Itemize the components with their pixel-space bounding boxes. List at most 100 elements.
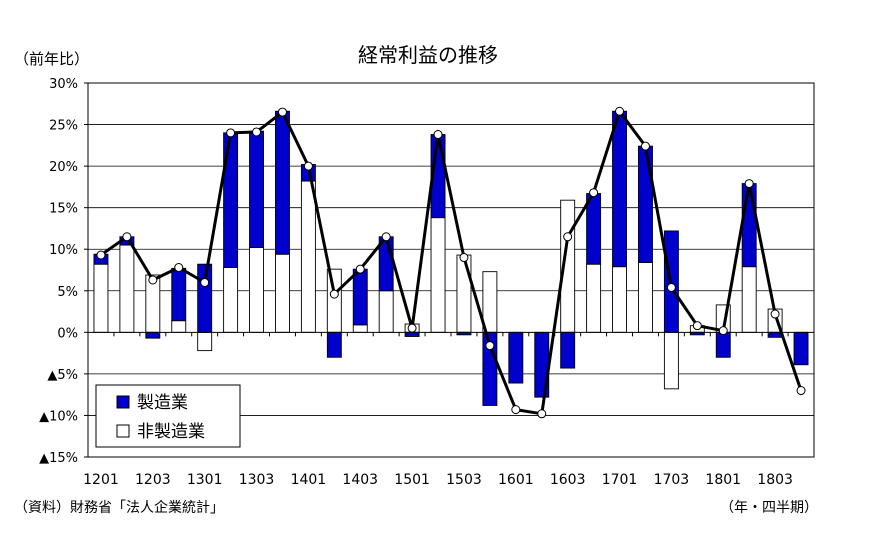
- total-point: [329, 289, 339, 299]
- total-point: [718, 326, 728, 336]
- bar-manufacturing: [171, 267, 187, 322]
- total-point: [744, 179, 754, 189]
- y-tick-label: 25%: [49, 119, 78, 134]
- x-tick-label: 1701: [602, 472, 638, 488]
- grid-lines: [88, 124, 814, 416]
- bar-manufacturing: [612, 110, 627, 268]
- total-point: [96, 250, 106, 260]
- total-line: [100, 109, 803, 416]
- bar-manufacturing: [249, 130, 264, 249]
- total-point: [563, 232, 573, 242]
- total-point: [407, 323, 417, 333]
- bar-manufacturing: [715, 331, 731, 358]
- bar-non-manufacturing: [326, 268, 342, 333]
- legend: 製造業 非製造業: [95, 384, 241, 448]
- total-point: [770, 309, 780, 319]
- bar-non-manufacturing: [197, 331, 213, 352]
- bar-manufacturing: [793, 331, 809, 366]
- total-point: [589, 188, 599, 198]
- x-tick-label: 1601: [498, 472, 534, 488]
- bar-non-manufacturing: [586, 263, 602, 333]
- total-point: [485, 341, 495, 351]
- x-axis-label: （年・四半期）: [720, 500, 818, 516]
- y-tick-label: 30%: [49, 77, 78, 92]
- bar-non-manufacturing: [378, 290, 394, 333]
- y-tick-label: 5%: [57, 285, 78, 300]
- bar-manufacturing: [560, 331, 576, 369]
- x-tick-label: 1703: [654, 472, 690, 488]
- y-tick-labels: 30% 25% 20% 15% 10% 5% 0% ▲5% ▲10% ▲15%: [39, 77, 78, 466]
- bar-non-manufacturing: [223, 267, 239, 333]
- bar-manufacturing: [586, 193, 602, 265]
- bar-non-manufacturing: [300, 180, 316, 333]
- legend-swatch-non-manufacturing: [116, 424, 130, 438]
- x-tick-labels: 1201 1203 1301 1303 1401 1403 1501 1503 1601 1603…: [83, 472, 793, 488]
- bar-manufacturing: [352, 268, 368, 326]
- bar-non-manufacturing: [482, 271, 498, 333]
- axes: [84, 82, 815, 458]
- total-point: [174, 263, 184, 273]
- legend-label-non-manufacturing: 非製造業: [137, 422, 205, 442]
- bar-manufacturing: [404, 331, 420, 337]
- x-tick-label: 1501: [394, 472, 430, 488]
- bar-manufacturing: [638, 145, 653, 263]
- bar-non-manufacturing: [93, 263, 109, 333]
- total-point: [433, 130, 443, 140]
- total-point: [459, 253, 469, 263]
- x-tick-label: 1503: [446, 472, 482, 488]
- y-tick-label: 10%: [49, 243, 78, 258]
- bars: [93, 110, 809, 406]
- total-point: [252, 127, 262, 137]
- x-tick-label: 1803: [757, 472, 793, 488]
- x-tick-label: 1801: [705, 472, 741, 488]
- x-tick-label: 1203: [135, 472, 171, 488]
- bar-non-manufacturing: [663, 331, 679, 390]
- total-point: [537, 409, 547, 419]
- total-point: [666, 282, 676, 292]
- bar-non-manufacturing: [430, 217, 446, 333]
- plot-frame: [87, 82, 815, 458]
- total-point: [277, 107, 287, 117]
- y-tick-label: 20%: [49, 160, 78, 175]
- source-note: （資料）財務省「法人企業統計」: [14, 499, 224, 516]
- x-tick-label: 1303: [239, 472, 275, 488]
- bar-non-manufacturing: [638, 262, 653, 333]
- bar-non-manufacturing: [741, 266, 757, 333]
- total-point: [200, 277, 210, 287]
- x-tick-label: 1603: [550, 472, 586, 488]
- bar-non-manufacturing: [456, 254, 472, 333]
- y-tick-label: ▲10%: [39, 409, 78, 424]
- y-tick-label: ▲15%: [39, 451, 78, 466]
- bar-non-manufacturing: [612, 266, 627, 333]
- bar-manufacturing: [275, 110, 290, 255]
- y-tick-label: 0%: [57, 326, 78, 341]
- x-tick-label: 1301: [187, 472, 223, 488]
- x-tick-label: 1201: [83, 472, 119, 488]
- bar-non-manufacturing: [275, 253, 290, 333]
- x-tick-label: 1403: [342, 472, 378, 488]
- x-tick-label: 1401: [291, 472, 327, 488]
- bar-manufacturing: [326, 331, 342, 358]
- total-point: [122, 232, 132, 242]
- legend-swatch-manufacturing: [116, 395, 130, 409]
- total-point: [692, 321, 702, 331]
- total-point: [511, 405, 521, 415]
- bar-manufacturing: [145, 331, 161, 339]
- bar-non-manufacturing: [352, 324, 368, 333]
- y-tick-label: ▲5%: [47, 368, 78, 383]
- total-point: [226, 128, 236, 138]
- bar-manufacturing: [741, 183, 757, 268]
- total-point: [355, 264, 365, 274]
- bar-non-manufacturing: [249, 247, 264, 333]
- bar-non-manufacturing: [171, 320, 187, 333]
- total-point: [148, 275, 158, 285]
- legend-label-manufacturing: 製造業: [137, 393, 188, 413]
- ordinary-profit-line: [96, 106, 806, 419]
- total-point: [381, 232, 391, 242]
- chart-title: 経常利益の推移: [358, 43, 498, 67]
- y-tick-label: 15%: [49, 202, 78, 217]
- total-point: [796, 386, 806, 396]
- bar-non-manufacturing: [119, 244, 135, 333]
- bar-manufacturing: [508, 331, 524, 384]
